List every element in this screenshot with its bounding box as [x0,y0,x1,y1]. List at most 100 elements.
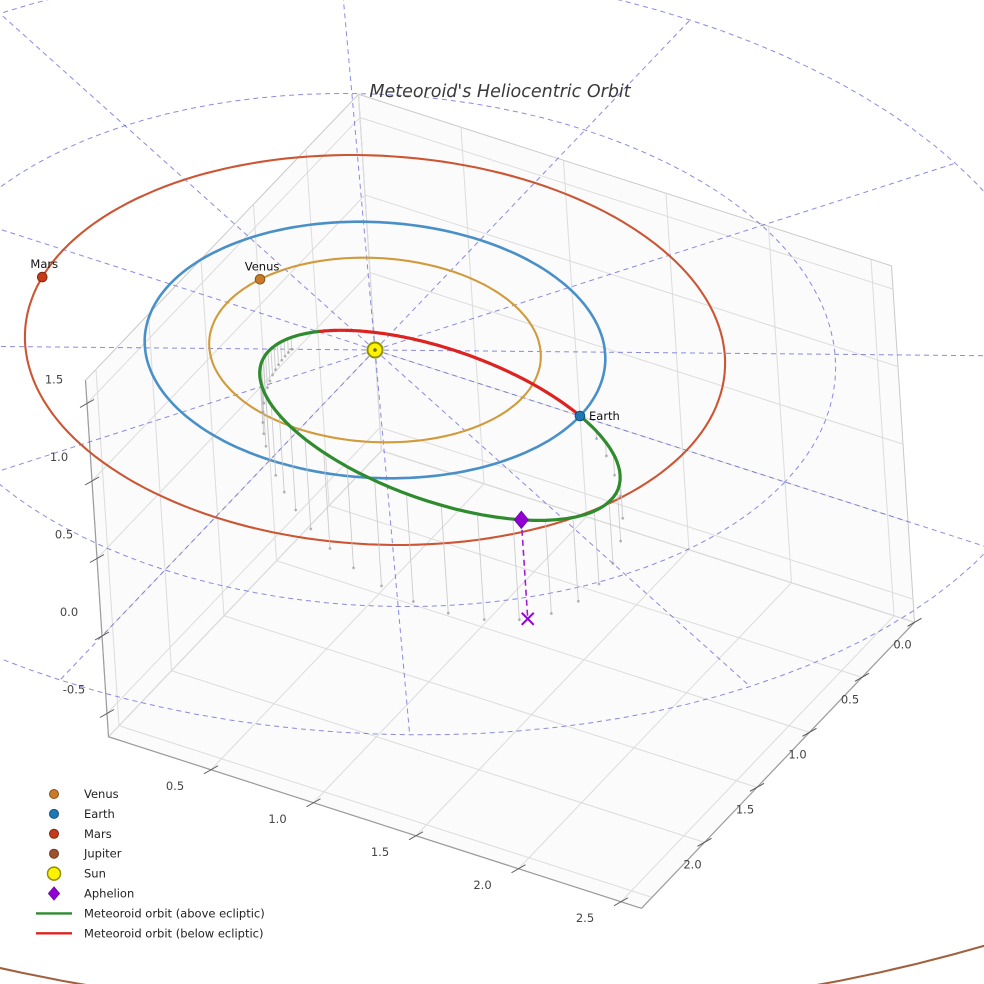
legend: Venus Earth Mars Jupiter Sun Aphelion Meteoroi… [36,787,265,940]
drop-line-dot [274,368,277,372]
aphelion-drop-line [520,519,529,619]
legend-item-label: Meteoroid orbit (above ecliptic) [84,906,265,920]
drop-line [512,519,520,620]
polar-spoke [0,13,376,351]
sun-center-dot [373,348,377,352]
polar-spoke [374,349,984,357]
drop-line [290,337,293,350]
drop-line-dot [268,458,272,462]
drop-line-dot [309,527,313,531]
legend-marker-circle [49,789,59,799]
x-tick-0.5: 0.5 [166,779,184,793]
drop-line [270,348,274,376]
meteoroid-orbit [258,328,622,522]
y-tick-0.0: 0.0 [893,637,911,651]
drop-line [323,452,331,549]
z-tick-1.0: 1.0 [50,450,68,464]
legend-item-label: Jupiter [83,847,122,861]
z-tick-1.0-mark [84,476,100,486]
legend-item-venus: Venus [49,787,119,801]
drop-line-dot [262,401,266,405]
drop-line-dot [266,386,269,390]
x-tick-2.5: 2.5 [576,911,594,925]
body-markers [36,271,586,422]
z-tick-0.5-mark [89,554,105,563]
drop-line-dot [271,373,274,377]
legend-marker-circle [49,808,59,819]
drop-line-dot [283,354,287,358]
z-tick-0.0: 0.0 [60,605,78,619]
legend-item-aphelion: Aphelion [47,886,134,901]
x-tick-0.5-mark [203,765,219,775]
polar-grid [0,0,984,736]
legend-item-meteoroid-orbit-above-ecliptic-: Meteoroid orbit (above ecliptic) [36,906,265,920]
legend-item-label: Venus [84,787,119,801]
drop-line-dot [482,618,486,621]
drop-line [289,426,297,511]
legend-item-mars: Mars [49,827,112,841]
drop-line [265,395,271,461]
aphelion-diamond [513,510,529,530]
drop-lines [259,337,625,622]
drop-line [264,355,268,388]
y-tick-2.0-mark [697,837,712,847]
x-tick-2.0-mark [511,864,526,874]
drop-line-dot [280,358,284,362]
polar-spoke [374,349,751,687]
drop-line-dot [264,444,268,448]
drop-line-dot [261,410,265,414]
polar-spoke [374,19,691,351]
polar-spoke [374,349,411,735]
drop-line [440,505,449,614]
drop-line [476,513,485,620]
drop-line-dot [328,547,332,550]
venus-label: Venus [245,259,280,273]
legend-item-label: Sun [84,867,106,881]
drop-line [267,351,271,382]
axis-ticks: 0.5 1.0 1.5 2.0 2.5 0.0 0.5 1.0 1.5 2.0 -0.5 0.0 0.5… [45,373,922,925]
mars-label: Mars [30,257,58,271]
legend-item-label: Earth [84,807,115,821]
legend-item-label: Aphelion [84,887,134,901]
z-tick--0.5-mark [99,709,115,718]
drop-line-dot [290,347,294,351]
x-tick-1.0: 1.0 [268,812,286,826]
legend-item-earth: Earth [49,807,115,821]
y-tick-0.5-mark [854,672,870,682]
x-tick-1.5-mark [408,831,424,841]
drop-line-dot [380,584,383,588]
x-tick-1.5: 1.5 [371,845,389,859]
drop-line [374,480,382,586]
drop-line-dot [412,600,415,603]
legend-marker-diamond [47,886,61,901]
drop-line-dot [604,454,608,458]
aphelion-projection-x [521,612,535,626]
polar-circle-r3 [0,0,984,736]
body-labels: Venus Earth Mars [30,257,619,423]
legend-item-label: Mars [84,827,112,841]
drop-line-dot [597,582,601,586]
venus-marker [254,273,266,285]
drop-line-dot [277,363,280,367]
legend-marker-circle [49,828,59,839]
earth-label: Earth [589,409,620,423]
z-tick--0.5: -0.5 [63,683,85,697]
x-tick-2.0: 2.0 [473,878,491,892]
z-tick-0.5: 0.5 [55,528,73,542]
drop-line [346,466,354,568]
mars-marker [36,271,48,283]
polar-spoke [374,162,956,351]
y-tick-0.5: 0.5 [841,692,859,706]
z-tick-0.0-mark [94,631,110,641]
legend-marker-sun [46,866,62,881]
polar-spoke [342,0,376,351]
z-tick-1.5: 1.5 [45,373,63,387]
drop-line-dot [619,539,623,543]
x-tick-1.0-mark [306,798,321,808]
drop-line-dot [282,490,286,494]
drop-line-dot [621,516,625,520]
z-tick-1.5-mark [79,399,95,408]
legend-marker-circle [49,848,59,859]
